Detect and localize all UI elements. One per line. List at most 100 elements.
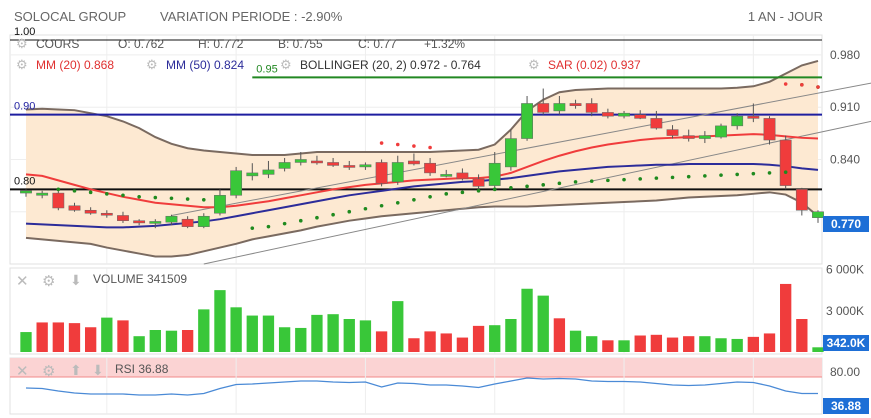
volume-bar <box>683 336 695 352</box>
volume-bar <box>36 322 48 352</box>
sar-dot <box>72 189 77 193</box>
candle-body <box>666 129 679 136</box>
gear-icon[interactable]: ⚙ <box>42 273 56 290</box>
volume-bar <box>521 288 533 352</box>
sar-dot <box>735 172 739 177</box>
candle-body <box>472 178 485 187</box>
candle-body <box>375 162 388 184</box>
sar-dot <box>541 183 546 187</box>
mm50-line <box>25 162 819 229</box>
rsi-line <box>25 377 818 396</box>
arrow-down-icon[interactable]: ⬇ <box>70 272 82 288</box>
period-selector[interactable]: 1 AN - JOUR <box>747 9 823 24</box>
sar-dot <box>509 186 513 190</box>
arrow-down-icon[interactable]: ⬇ <box>92 362 104 378</box>
legend-change: +1.32% <box>424 37 466 51</box>
volume-bar <box>634 335 646 352</box>
volume-bar <box>602 340 614 352</box>
bollinger-lower-line <box>25 191 819 258</box>
volume-bar <box>780 283 792 352</box>
gear-icon[interactable]: ⚙ <box>42 363 56 380</box>
volume-bar <box>456 337 469 352</box>
legend-low: B: 0.755 <box>278 37 323 51</box>
candle-body <box>456 172 469 180</box>
horizontal-level-label: 0.95 <box>256 63 277 75</box>
volume-bar <box>586 336 598 352</box>
volume-bar <box>505 319 517 352</box>
gear-icon[interactable]: ⚙ <box>16 57 28 72</box>
sar-dot <box>800 83 804 87</box>
sar-dot <box>816 85 820 89</box>
candle-body <box>440 174 453 177</box>
sar-dot <box>783 170 788 174</box>
sar-dot <box>476 189 481 193</box>
candle-body <box>747 115 760 119</box>
volume-bar <box>295 327 307 352</box>
candle-body <box>424 162 436 174</box>
sar-dot <box>282 221 287 226</box>
sar-dot <box>395 200 400 205</box>
volume-bar <box>569 330 582 352</box>
gear-icon[interactable]: ⚙ <box>16 36 28 51</box>
candle-body <box>84 209 97 214</box>
volume-bar <box>472 325 485 352</box>
volume-bar <box>165 330 178 352</box>
candle-body <box>197 215 210 227</box>
gear-icon[interactable]: ⚙ <box>528 57 540 72</box>
volume-bar <box>424 331 436 352</box>
volume-bar <box>489 325 501 352</box>
price-panel-frame <box>9 34 823 265</box>
sar-dot <box>783 82 788 86</box>
sar-dot <box>428 195 432 199</box>
candle-body <box>52 192 65 209</box>
volume-bar <box>68 323 81 352</box>
volume-panel-frame <box>9 267 823 355</box>
sar-dot <box>266 224 271 229</box>
sar-dot <box>315 215 319 220</box>
candle-body <box>262 169 275 175</box>
trend-channel-lower <box>203 120 871 265</box>
volume-bar <box>181 330 194 352</box>
candle-body <box>246 172 259 177</box>
volume-bar <box>763 333 776 352</box>
candle-body <box>682 135 695 139</box>
volume-bar <box>440 333 452 352</box>
candle-body <box>795 189 808 211</box>
close-icon[interactable]: ✕ <box>16 273 29 290</box>
sar-dot <box>686 174 691 179</box>
volume-bar <box>392 301 404 352</box>
candle-body <box>634 114 647 119</box>
sar-dot <box>428 145 432 150</box>
volume-bar <box>149 330 161 352</box>
candle-body <box>149 221 162 224</box>
sar-dot <box>169 196 174 201</box>
candle-body <box>618 112 630 117</box>
candle-body <box>698 135 711 139</box>
sar-dot <box>525 184 529 189</box>
sar-dot <box>492 187 497 192</box>
volume-bar <box>359 320 372 352</box>
candle-body <box>569 103 582 106</box>
sar-dot <box>460 190 465 195</box>
gear-icon[interactable]: ⚙ <box>146 57 158 72</box>
legend-rsi: RSI 36.88 <box>115 362 169 376</box>
candle-body <box>650 118 663 129</box>
gear-icon[interactable]: ⚙ <box>280 57 292 72</box>
volume-bar <box>262 315 275 352</box>
sar-dot <box>412 144 416 148</box>
legend-cours: COURS <box>36 37 80 51</box>
period-variation: VARIATION PERIODE : -2.90% <box>160 9 343 24</box>
price-axis-tick: 0.840 <box>830 152 860 166</box>
candle-body <box>537 103 550 113</box>
sar-dot <box>412 197 416 202</box>
legend-close: C: 0.77 <box>358 37 397 51</box>
volume-bar <box>699 336 711 352</box>
close-icon[interactable]: ✕ <box>16 363 29 380</box>
bollinger-upper-line <box>25 59 819 156</box>
arrow-up-icon[interactable]: ⬆ <box>70 362 82 378</box>
volume-bar <box>408 338 420 352</box>
volume-bar <box>375 331 388 352</box>
candle-body <box>327 162 340 166</box>
volume-bar <box>327 314 339 352</box>
volume-bar <box>666 337 679 352</box>
